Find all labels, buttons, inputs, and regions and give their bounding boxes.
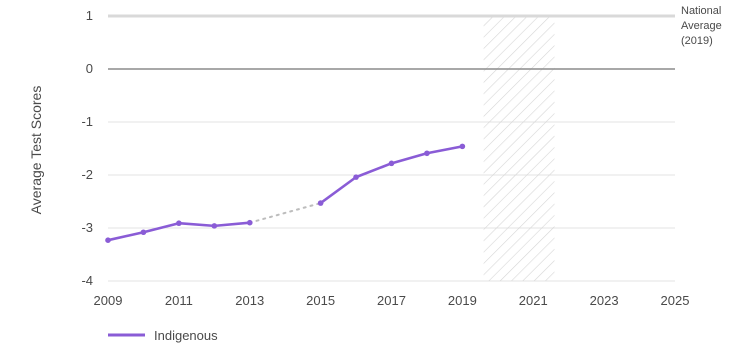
y-tick-label: -1	[81, 114, 93, 129]
shaded-region-rect	[483, 16, 555, 281]
x-tick-label: 2009	[94, 293, 123, 308]
x-tick-label: 2011	[165, 293, 193, 308]
x-tick-label: 2017	[377, 293, 406, 308]
shaded-region	[483, 16, 555, 281]
data-point	[105, 237, 111, 243]
reference-label-line: National	[681, 5, 721, 17]
data-point	[246, 219, 253, 226]
reference-line-label: National Average (2019)	[681, 5, 722, 47]
reference-label-line: Average	[681, 20, 722, 32]
grid	[108, 121, 675, 282]
data-point	[388, 160, 395, 167]
data-point	[140, 229, 147, 236]
legend: Indigenous	[108, 328, 218, 343]
x-axis-tick-labels: 2009 2011 2013 2015 2017 2019 2021 2023 2025	[94, 293, 690, 308]
x-tick-label: 2025	[661, 293, 690, 308]
y-tick-label: 0	[86, 61, 93, 76]
data-point	[317, 200, 324, 206]
y-tick-label: -2	[81, 167, 93, 182]
x-tick-label: 2015	[306, 293, 335, 308]
data-point	[176, 220, 182, 227]
series-gap-line	[248, 202, 322, 224]
x-tick-label: 2021	[519, 293, 548, 308]
y-tick-label: -4	[81, 273, 93, 288]
x-tick-label: 2013	[235, 293, 264, 308]
y-axis-title: Average Test Scores	[28, 86, 44, 215]
reference-lines	[108, 14, 675, 70]
series-group	[105, 143, 466, 243]
reference-label-line: (2019)	[681, 35, 713, 47]
y-axis-tick-labels: 1 0 -1 -2 -3 -4	[81, 8, 93, 288]
data-point	[424, 150, 430, 157]
y-tick-label: 1	[86, 8, 93, 23]
data-point	[353, 174, 359, 180]
data-point	[211, 223, 218, 229]
legend-label-indigenous: Indigenous	[154, 328, 218, 343]
x-tick-label: 2019	[448, 293, 477, 308]
y-tick-label: -3	[81, 220, 93, 235]
x-tick-label: 2023	[590, 293, 619, 308]
data-point	[459, 143, 466, 150]
